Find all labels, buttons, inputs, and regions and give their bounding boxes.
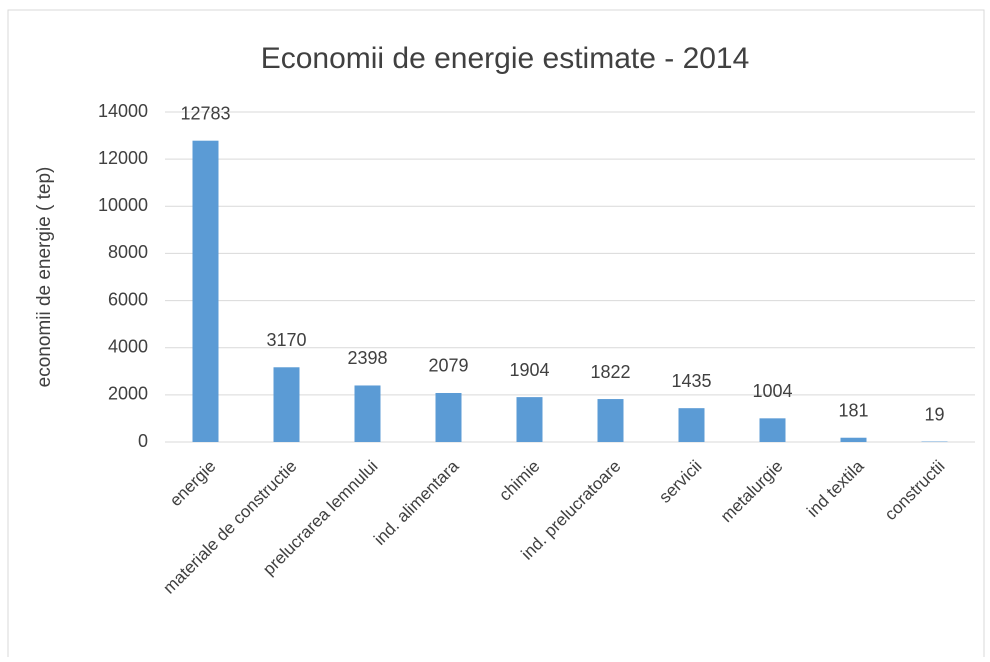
data-label: 2398: [347, 348, 387, 368]
data-label: 1822: [590, 362, 630, 382]
bar: [436, 393, 462, 442]
data-label: 1004: [752, 381, 792, 401]
bar: [598, 399, 624, 442]
bar: [274, 367, 300, 442]
bar: [679, 408, 705, 442]
data-label: 3170: [266, 330, 306, 350]
data-label: 1904: [509, 360, 549, 380]
data-label: 1435: [671, 371, 711, 391]
chart-border: [8, 10, 984, 657]
data-label: 19: [924, 404, 944, 424]
y-tick-label: 4000: [108, 336, 148, 356]
bar: [193, 141, 219, 442]
chart-title: Economii de energie estimate - 2014: [261, 42, 750, 75]
bar: [760, 418, 786, 442]
y-tick-label: 0: [138, 431, 148, 451]
y-tick-label: 12000: [98, 148, 148, 168]
data-label: 12783: [180, 103, 230, 123]
bar: [841, 438, 867, 442]
y-tick-label: 8000: [108, 242, 148, 262]
y-tick-label: 6000: [108, 289, 148, 309]
data-label: 181: [838, 400, 868, 420]
y-tick-label: 2000: [108, 384, 148, 404]
data-label: 2079: [428, 356, 468, 376]
y-tick-label: 14000: [98, 101, 148, 121]
y-axis-label: economii de energie ( tep): [34, 167, 55, 388]
bar: [517, 397, 543, 442]
y-tick-label: 10000: [98, 195, 148, 215]
bar: [355, 385, 381, 442]
